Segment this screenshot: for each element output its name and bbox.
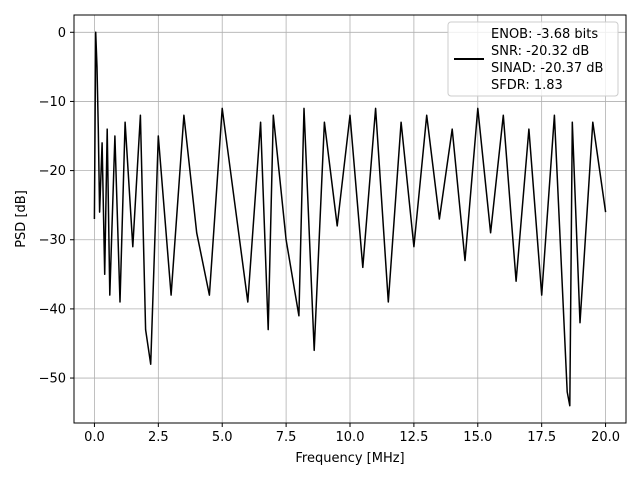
x-tick-label: 7.5: [276, 430, 297, 445]
y-axis-ticks: 0 −10 −20 −30 −40 −50: [39, 26, 74, 387]
y-tick-label: −40: [39, 302, 66, 317]
y-tick-label: 0: [58, 26, 66, 41]
x-tick-label: 2.5: [148, 430, 169, 445]
x-axis-label: Frequency [MHz]: [295, 451, 404, 466]
y-tick-label: −30: [39, 233, 66, 248]
psd-series-line: [93, 31, 607, 407]
x-tick-label: 5.0: [212, 430, 233, 445]
legend: ENOB: -3.68 bits SNR: -20.32 dB SINAD: -…: [447, 21, 619, 97]
y-tick-label: −10: [39, 95, 66, 110]
legend-entry-sfdr: SFDR: 1.83: [491, 78, 563, 93]
y-tick-label: −20: [39, 164, 66, 179]
x-tick-label: 20.0: [591, 430, 620, 445]
x-axis-ticks: 0.0 2.5 5.0 7.5 10.0 12.5 15.0 17.5 20.0: [84, 423, 620, 445]
legend-box: [447, 21, 619, 97]
x-tick-label: 10.0: [336, 430, 365, 445]
y-tick-label: −50: [39, 372, 66, 387]
x-tick-label: 15.0: [463, 430, 492, 445]
psd-line-group: [93, 31, 607, 407]
x-tick-label: 0.0: [84, 430, 105, 445]
x-tick-label: 17.5: [527, 430, 556, 445]
legend-entry-sinad: SINAD: -20.37 dB: [491, 61, 603, 76]
y-axis-label: PSD [dB]: [14, 190, 29, 248]
legend-entry-enob: ENOB: -3.68 bits: [491, 27, 598, 42]
legend-entry-snr: SNR: -20.32 dB: [491, 44, 589, 59]
x-tick-label: 12.5: [399, 430, 428, 445]
